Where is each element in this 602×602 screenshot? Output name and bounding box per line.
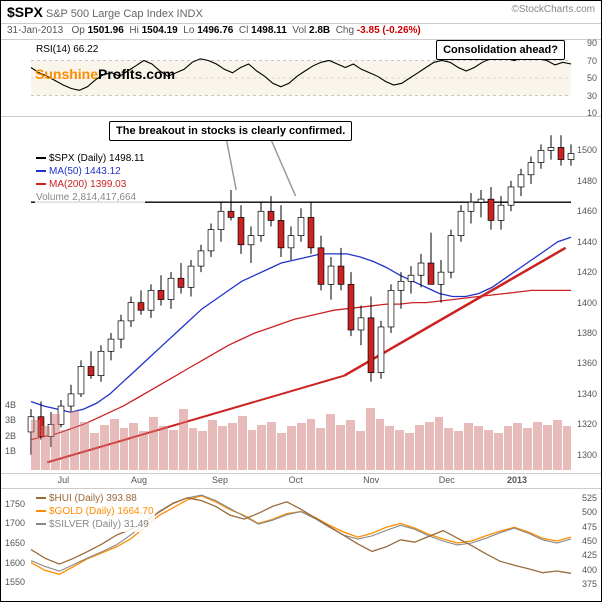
watermark: SunshineProfits.com xyxy=(35,66,175,82)
metals-left-axis: 15501600165017001750 xyxy=(3,489,29,593)
price-y-axis: 1300132013401360138014001420144014601480… xyxy=(571,117,599,473)
rsi-legend: RSI(14) 66.22 xyxy=(35,42,99,57)
rsi-panel: RSI(14) 66.22 SunshineProfits.com Consol… xyxy=(1,40,601,117)
symbol: $SPX xyxy=(7,4,43,20)
source-credit: ©StockCharts.com xyxy=(511,4,595,15)
instrument-name: S&P 500 Large Cap Index INDX xyxy=(46,8,203,20)
annotation-consolidation: Consolidation ahead? xyxy=(436,40,565,60)
metals-legend: $HUI (Daily) 393.88 $GOLD (Daily) 1664.7… xyxy=(35,491,155,532)
rsi-y-axis: 1030507090 xyxy=(571,40,599,116)
volume-y-axis: 1B2B3B4B xyxy=(3,117,27,473)
date: 31-Jan-2013 xyxy=(7,25,63,36)
annotation-breakout: The breakout in stocks is clearly confir… xyxy=(109,121,352,141)
ohlc-row: 31-Jan-2013 Op 1501.96 Hi 1504.19 Lo 149… xyxy=(1,24,601,40)
stock-chart: $SPX S&P 500 Large Cap Index INDX ©Stock… xyxy=(0,0,602,602)
x-axis: JulAugSepOctNovDec2013 xyxy=(1,474,601,489)
volume-bars xyxy=(31,400,571,470)
chart-header: $SPX S&P 500 Large Cap Index INDX ©Stock… xyxy=(1,1,601,24)
change-value: -3.85 (-0.26%) xyxy=(357,25,421,36)
metals-panel: $HUI (Daily) 393.88 $GOLD (Daily) 1664.7… xyxy=(1,489,601,593)
price-panel: $SPX (Daily) 1498.11 MA(50) 1443.12 MA(2… xyxy=(1,117,601,474)
metals-right-axis: 375400425450475500525 xyxy=(571,489,599,593)
price-legend: $SPX (Daily) 1498.11 MA(50) 1443.12 MA(2… xyxy=(35,151,145,205)
